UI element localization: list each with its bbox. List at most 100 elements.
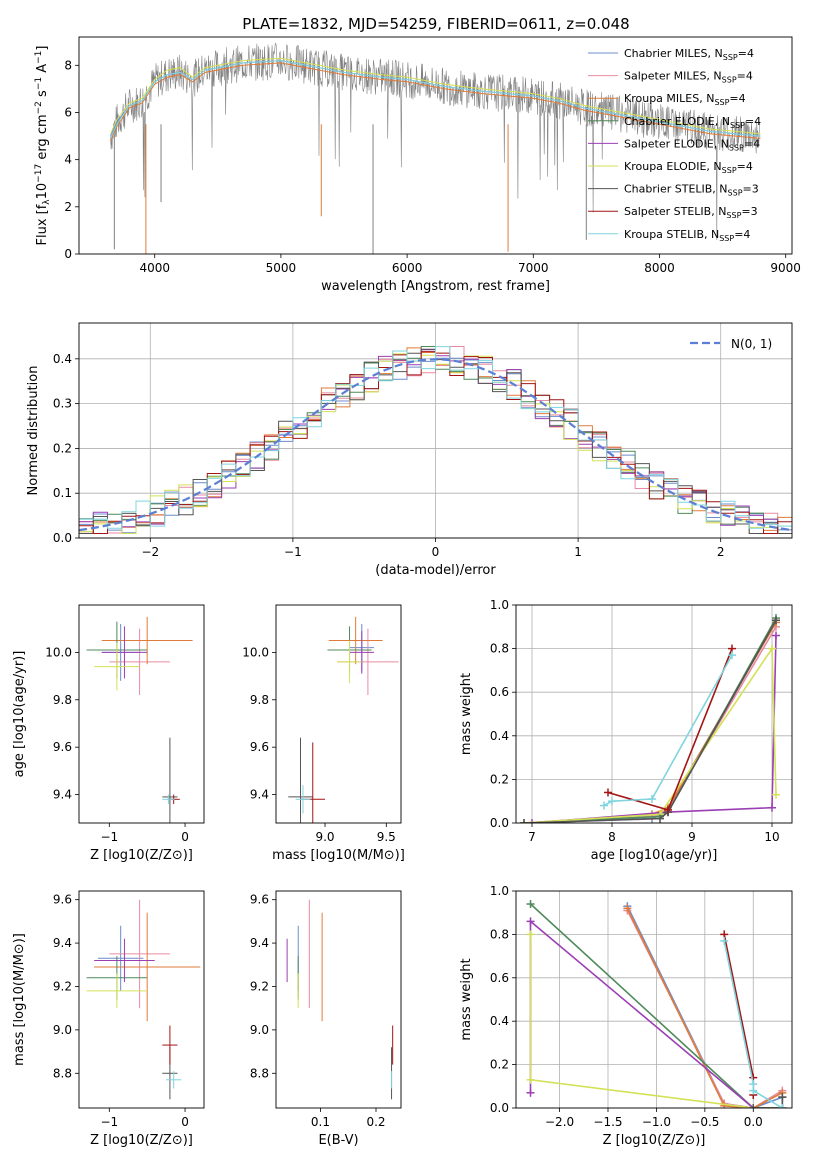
weight-vs-z-marker xyxy=(720,936,729,945)
spectrum-frame xyxy=(78,36,793,255)
weight-vs-age-ytick-label: 1.0 xyxy=(490,598,509,612)
spectrum-panel: 4000 5000 6000 7000 8000 9000 0 2 4 6 8 wavelength … xyxy=(34,36,801,294)
residuals-xtick-label: −2 xyxy=(141,545,159,559)
weight-vs-age-marker xyxy=(772,616,780,625)
age-vs-z-xtick-label: −1 xyxy=(100,830,118,844)
spectrum-xtick-label: 5000 xyxy=(266,261,297,275)
ylabel-sup: −1 xyxy=(34,77,44,90)
mass-vs-z-ylabel: mass [log10(M/M⊙)] xyxy=(12,933,27,1066)
mass-vs-z-point-4 xyxy=(94,938,155,983)
weight-vs-age-marker xyxy=(656,814,664,823)
weight-vs-z-marker xyxy=(526,1088,535,1097)
age-vs-z-point-4 xyxy=(101,626,148,679)
spectrum-xtick-label: 6000 xyxy=(392,261,423,275)
legend-label-tail: =3 xyxy=(741,205,757,218)
age-vs-z-point-5 xyxy=(94,642,140,691)
spectrum-axes: 4000 5000 6000 7000 8000 9000 0 2 4 6 8 wavelength … xyxy=(34,36,801,294)
residuals-xtick-label: 0 xyxy=(432,545,440,559)
residuals-axes: −2 −1 0 1 2 0.0 0.1 0.2 0.3 0.4 N(0, 1) (data-model… xyxy=(26,322,793,578)
age-vs-mass-panel: 9.0 9.5 9.4 9.6 9.8 10.0 mass [log10(M/M⊙)] xyxy=(242,604,405,863)
figure-title: PLATE=1832, MJD=54259, FIBERID=0611, z=0… xyxy=(242,15,629,33)
age-vs-mass-point-4 xyxy=(349,631,375,674)
mass-vs-z-point-2 xyxy=(94,912,201,1022)
ylabel-part: A xyxy=(35,64,50,77)
weight-vs-age-ylabel: mass weight xyxy=(459,673,474,755)
weight-vs-age-marker xyxy=(772,631,780,640)
age-vs-mass-ytick-label: 10.0 xyxy=(242,645,269,659)
age-vs-mass-ytick-label: 9.4 xyxy=(250,788,269,802)
weight-vs-age-series-8 xyxy=(603,654,733,807)
age-vs-mass-point-2 xyxy=(328,616,383,665)
spectrum-model-line-1 xyxy=(110,62,761,142)
age-vs-mass-xtick-label: 9.0 xyxy=(315,830,334,844)
legend-label-3: Chabrier ELODIE, NSSP=4 xyxy=(624,115,761,130)
spectrum-ylabel: Flux [fλ10−17 erg cm−2 s−1 A−1] xyxy=(34,46,52,246)
mass-vs-z-point-1 xyxy=(109,899,170,1009)
mass-vs-z-panel: −1 0 8.8 9.0 9.2 9.4 9.6 Z [log10(Z/Z⊙)] mass [l… xyxy=(12,890,205,1148)
residuals-xtick-label: 1 xyxy=(574,545,582,559)
weight-vs-z-ytick-label: 0.8 xyxy=(490,927,509,941)
legend-label-text: Chabrier MILES, N xyxy=(624,47,723,60)
weight-vs-z-xtick-label: 0.0 xyxy=(744,1115,763,1129)
residuals-panel: −2 −1 0 1 2 0.0 0.1 0.2 0.3 0.4 N(0, 1) (data-model… xyxy=(26,322,793,578)
weight-vs-z-marker xyxy=(749,1086,758,1095)
mass-vs-ebv-ytick-label: 9.2 xyxy=(250,979,269,993)
age-vs-mass-ytick-label: 9.8 xyxy=(250,693,269,707)
legend-label-text: Chabrier STELIB, N xyxy=(624,183,728,196)
weight-vs-z-panel: −2.0 −1.5 −1.0 −0.5 0.0 0.0 0.2 0.4 0.6 0.8 1.0 Z [… xyxy=(459,884,793,1148)
age-vs-z-point-1 xyxy=(109,628,170,696)
weight-vs-age-ytick-label: 0.4 xyxy=(490,729,509,743)
age-vs-z-xlabel: Z [log10(Z/Z⊙)] xyxy=(90,848,193,863)
ylabel-sup: −1 xyxy=(34,51,44,64)
residuals-legend: N(0, 1) xyxy=(690,337,772,351)
legend-label-tail: =4 xyxy=(745,115,761,128)
weight-vs-age-marker xyxy=(608,797,616,806)
weight-vs-z-marker xyxy=(720,1101,729,1108)
residuals-ylabel: Normed distribution xyxy=(26,366,41,496)
legend-label-sub: SSP xyxy=(714,98,729,107)
age-vs-z-ytick-label: 9.4 xyxy=(53,788,72,802)
weight-vs-z-axes: −2.0 −1.5 −1.0 −0.5 0.0 0.0 0.2 0.4 0.6 0.8 1.0 Z [… xyxy=(459,884,793,1148)
age-vs-mass-point-5 xyxy=(337,640,362,684)
weight-vs-age-xtick-label: 8 xyxy=(608,830,616,844)
weight-vs-age-series-6 xyxy=(523,619,777,823)
weight-vs-age-xlabel: age [log10(age/yr)] xyxy=(591,848,718,863)
legend-label-sub: SSP xyxy=(729,143,744,152)
weight-vs-age-ytick-label: 0.8 xyxy=(490,642,509,656)
weight-vs-age-xtick-label: 10 xyxy=(764,830,779,844)
mass-vs-z-ytick-label: 9.4 xyxy=(53,936,72,950)
legend-label-text: Salpeter STELIB, N xyxy=(624,205,726,218)
residuals-ytick-label: 0.3 xyxy=(53,397,72,411)
ylabel-part: erg cm xyxy=(35,114,50,163)
weight-vs-z-xtick-label: −0.5 xyxy=(690,1115,719,1129)
mass-vs-ebv-ytick-label: 9.0 xyxy=(250,1023,269,1037)
legend-label-text: Salpeter ELODIE, N xyxy=(624,137,729,150)
weight-vs-age-xtick-label: 9 xyxy=(688,830,696,844)
residual-histogram-8 xyxy=(79,346,792,529)
residuals-xlabel: (data-model)/error xyxy=(375,563,496,578)
mass-vs-z-ytick-label: 9.6 xyxy=(53,893,72,907)
legend-label-1: Salpeter MILES, NSSP=4 xyxy=(624,70,753,85)
ylabel-sub-lambda: λ xyxy=(42,199,52,205)
weight-vs-age-marker xyxy=(768,803,776,812)
legend-label-sub: SSP xyxy=(730,121,745,130)
spectrum-xtick-label: 7000 xyxy=(518,261,549,275)
weight-vs-age-frame xyxy=(515,604,793,824)
mass-vs-ebv-xtick-label: 0.1 xyxy=(311,1115,330,1129)
spectrum-plot-area xyxy=(110,42,761,254)
spectrum-xlabel: wavelength [Angstrom, rest frame] xyxy=(321,279,550,294)
age-vs-z-panel: −1 0 9.4 9.6 9.8 10.0 Z [log10(Z/Z⊙)] age [log1… xyxy=(12,604,205,863)
mass-vs-z-point-8 xyxy=(166,1071,182,1089)
weight-vs-z-xlabel: Z [log10(Z/Z⊙)] xyxy=(603,1133,706,1148)
legend-label-tail: =4 xyxy=(737,160,753,173)
weight-vs-z-marker xyxy=(778,1104,787,1108)
weight-vs-age-panel: 7 8 9 10 0.0 0.2 0.4 0.6 0.8 1.0 age [log10(age/yr… xyxy=(459,598,793,863)
age-vs-z-xtick-label: 0 xyxy=(181,830,189,844)
age-vs-z-point-6 xyxy=(162,737,178,823)
mass-vs-ebv-ytick-label: 9.6 xyxy=(250,893,269,907)
age-vs-z-ylabel: age [log10(age/yr)] xyxy=(12,651,27,778)
legend-label-7: Salpeter STELIB, NSSP=3 xyxy=(624,205,758,220)
legend-label-2: Kroupa MILES, NSSP=4 xyxy=(624,92,746,107)
legend-label-sub: SSP xyxy=(726,211,741,220)
